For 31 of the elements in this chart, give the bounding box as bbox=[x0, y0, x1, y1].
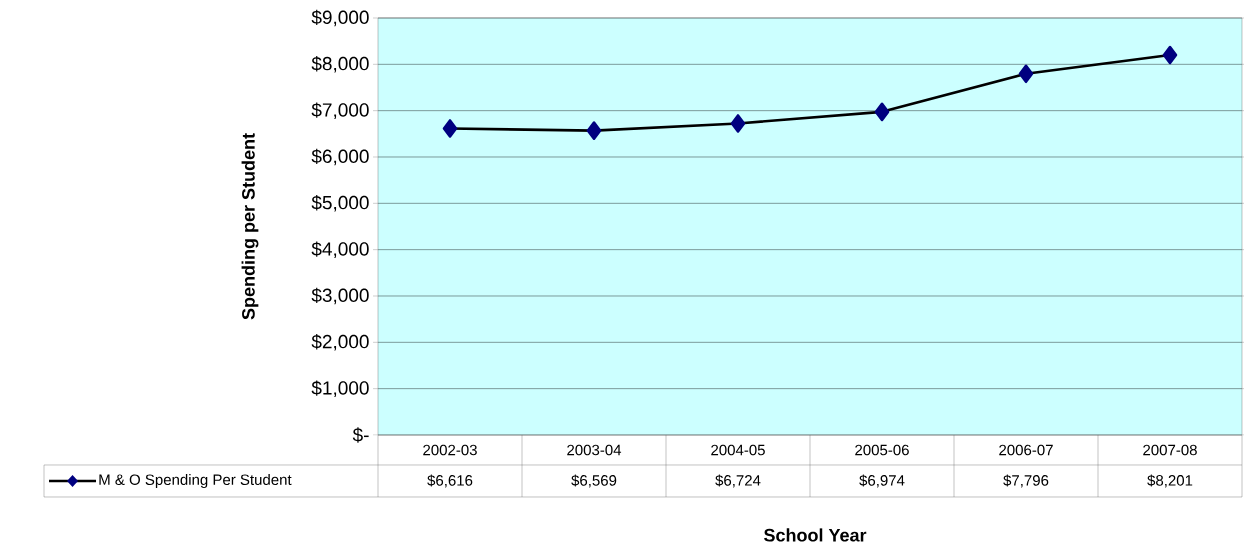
x-tick-label: 2002-03 bbox=[423, 444, 477, 456]
x-tick-label: 2007-08 bbox=[1143, 444, 1197, 456]
data-label: $6,616 bbox=[427, 474, 473, 488]
x-tick-label: 2003-04 bbox=[567, 444, 622, 456]
x-tick-label: 2004-05 bbox=[711, 444, 765, 456]
y-tick-label: $5,000 bbox=[311, 195, 369, 212]
point bbox=[1018, 64, 1034, 84]
y-axis-title: Spending per Student bbox=[241, 133, 259, 320]
x-axis-title: School Year bbox=[764, 528, 867, 542]
x-tick-label: 2006-07 bbox=[999, 444, 1053, 456]
data-label: $6,724 bbox=[715, 474, 761, 488]
y-tick-label: $3,000 bbox=[311, 287, 369, 305]
point bbox=[586, 121, 602, 140]
y-tick-label: $- bbox=[352, 427, 369, 443]
y-tick-label: $1,000 bbox=[311, 380, 369, 397]
y-tick-label: $2,000 bbox=[311, 334, 369, 351]
data-label: $8,201 bbox=[1147, 474, 1193, 488]
point bbox=[1162, 45, 1178, 65]
data-label: $6,569 bbox=[571, 474, 617, 488]
data-label: $7,796 bbox=[1003, 474, 1049, 488]
y-tick-label: $7,000 bbox=[311, 102, 369, 119]
point bbox=[730, 114, 746, 133]
y-tick-label: $6,000 bbox=[311, 148, 369, 166]
y-tick-label: $9,000 bbox=[311, 9, 369, 27]
point bbox=[442, 119, 458, 138]
y-tick-label: $4,000 bbox=[311, 241, 369, 258]
y-tick-label: $8,000 bbox=[311, 56, 369, 73]
legend-label: M & O Spending Per Student bbox=[99, 473, 292, 488]
x-tick-label: 2005-06 bbox=[855, 444, 909, 456]
data-label: $6,974 bbox=[859, 474, 905, 488]
point bbox=[874, 102, 890, 122]
